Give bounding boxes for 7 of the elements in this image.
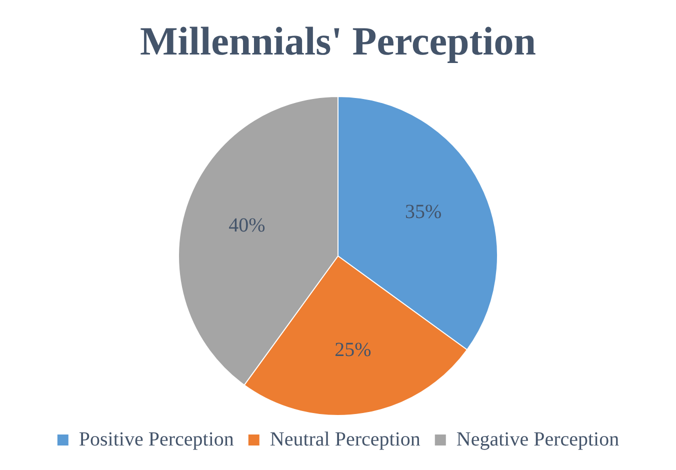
chart-title: Millennials' Perception	[140, 18, 536, 64]
legend-label: Positive Perception	[78, 428, 234, 450]
legend-label: Neutral Perception	[270, 428, 420, 450]
data-label: 25%	[334, 338, 372, 361]
legend-label: Negative Perception	[456, 428, 620, 450]
data-label: 35%	[404, 200, 442, 223]
data-label: 40%	[228, 214, 266, 237]
